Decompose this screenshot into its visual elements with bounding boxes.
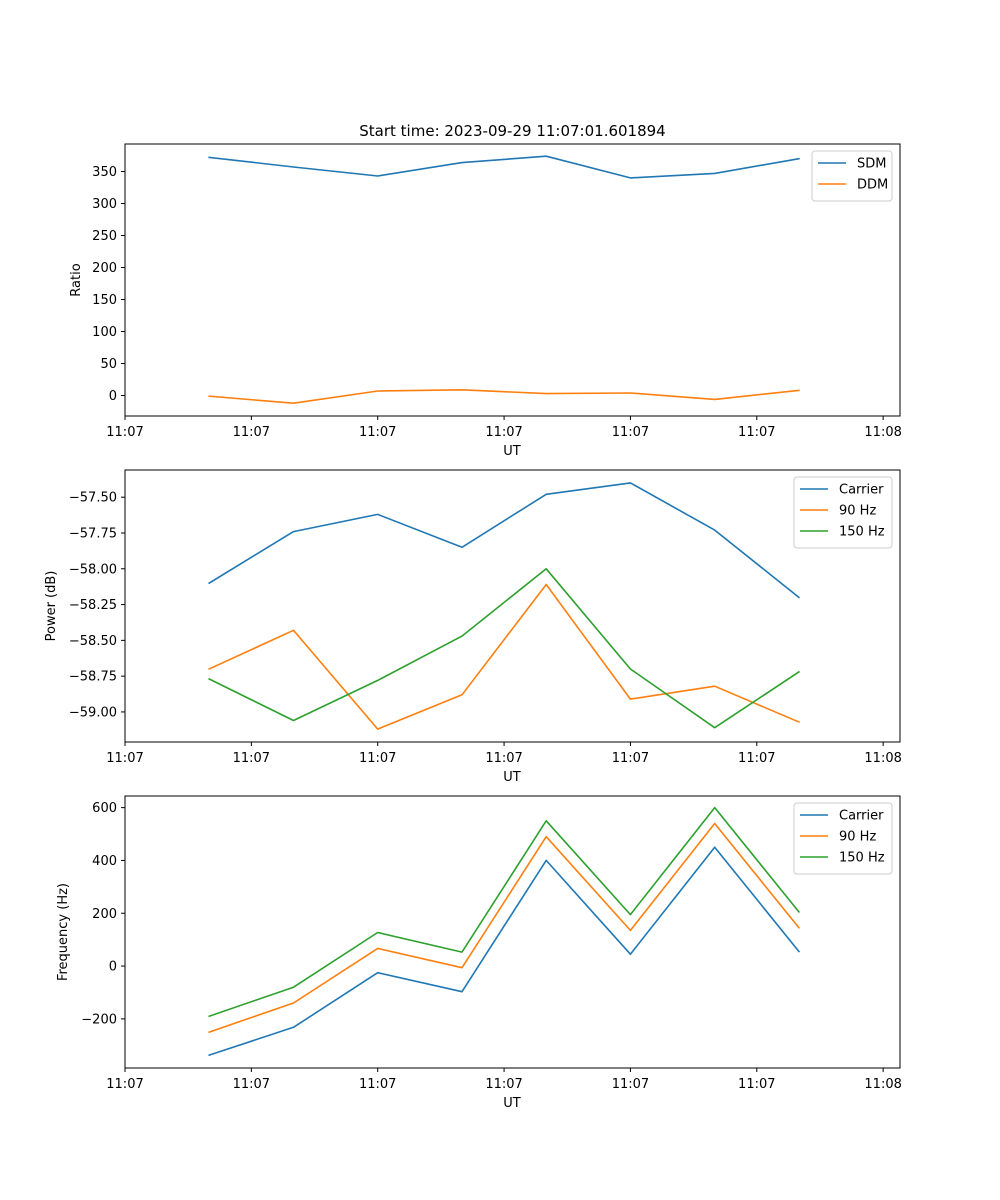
legend-label: Carrier bbox=[839, 483, 884, 498]
axes-frame bbox=[124, 469, 901, 743]
plot-3: 11:07 11:07 11:07 11:07 11:07 11:07 11:08 UT −20… bbox=[56, 795, 902, 1111]
x-tick-label: 11:07 bbox=[485, 751, 522, 766]
y-tick-label: 350 bbox=[92, 165, 117, 180]
y-tick-label: 0 bbox=[109, 960, 117, 975]
series-line-90-hz bbox=[208, 583, 800, 730]
legend-label: Carrier bbox=[839, 809, 884, 824]
x-tick-label: 11:07 bbox=[359, 751, 396, 766]
x-tick-label: 11:07 bbox=[106, 1077, 143, 1092]
y-tick-label: −58.75 bbox=[69, 670, 117, 685]
series-line-carrier bbox=[208, 482, 801, 599]
legend: Carrier 90 Hz 150 Hz bbox=[793, 802, 893, 875]
y-tick-label: 200 bbox=[92, 907, 117, 922]
legend-label: 90 Hz bbox=[839, 504, 876, 519]
legend-label: DDM bbox=[857, 178, 888, 193]
y-tick-label: 300 bbox=[92, 197, 117, 212]
x-tick-label: 11:07 bbox=[359, 425, 396, 440]
y-tick-label: 150 bbox=[92, 293, 117, 308]
plot-1: 11:07 11:07 11:07 11:07 11:07 11:07 11:08 UT 0 50… bbox=[69, 143, 902, 459]
x-tick-label: 11:08 bbox=[864, 751, 901, 766]
y-axis-label: Power (dB) bbox=[44, 571, 59, 642]
series-line-sdm bbox=[208, 155, 800, 179]
series-line-90-hz bbox=[208, 822, 801, 1034]
y-tick-label: −58.50 bbox=[69, 634, 117, 649]
legend-label: 150 Hz bbox=[839, 525, 885, 540]
x-tick-label: 11:08 bbox=[864, 1077, 901, 1092]
x-tick-label: 11:07 bbox=[612, 425, 649, 440]
x-tick-label: 11:07 bbox=[738, 425, 775, 440]
legend-label: 150 Hz bbox=[839, 851, 885, 866]
y-tick-label: 100 bbox=[92, 325, 117, 340]
y-tick-label: 400 bbox=[92, 854, 117, 869]
axes-frame bbox=[124, 143, 901, 417]
series-line-150-hz bbox=[208, 806, 801, 1018]
axes-frame bbox=[124, 795, 901, 1069]
x-tick-label: 11:07 bbox=[485, 1077, 522, 1092]
y-tick-label: 0 bbox=[109, 389, 117, 404]
y-tick-label: 200 bbox=[92, 261, 117, 276]
x-axis-label: UT bbox=[503, 1096, 521, 1111]
legend: Carrier 90 Hz 150 Hz bbox=[793, 476, 893, 549]
x-tick-label: 11:07 bbox=[485, 425, 522, 440]
y-tick-label: −58.00 bbox=[69, 562, 117, 577]
x-tick-label: 11:07 bbox=[233, 425, 270, 440]
y-tick-label: −200 bbox=[81, 1012, 117, 1027]
x-tick-label: 11:07 bbox=[738, 751, 775, 766]
y-tick-label: 50 bbox=[100, 357, 117, 372]
series-line-150-hz bbox=[208, 567, 801, 729]
y-tick-label: −57.75 bbox=[69, 526, 117, 541]
series-line-carrier bbox=[208, 846, 801, 1057]
y-tick-label: −57.50 bbox=[69, 491, 117, 506]
y-tick-label: 250 bbox=[92, 229, 117, 244]
y-tick-label: 600 bbox=[92, 801, 117, 816]
legend: SDM DDM bbox=[811, 150, 893, 202]
x-tick-label: 11:08 bbox=[864, 425, 901, 440]
y-tick-label: −58.25 bbox=[69, 598, 117, 613]
x-tick-label: 11:07 bbox=[738, 1077, 775, 1092]
x-tick-label: 11:07 bbox=[612, 751, 649, 766]
plot-2: 11:07 11:07 11:07 11:07 11:07 11:07 11:08 UT −59… bbox=[44, 469, 902, 785]
y-tick-label: −59.00 bbox=[69, 705, 117, 720]
x-tick-label: 11:07 bbox=[106, 751, 143, 766]
x-tick-label: 11:07 bbox=[233, 1077, 270, 1092]
legend-label: SDM bbox=[857, 157, 886, 172]
x-tick-label: 11:07 bbox=[233, 751, 270, 766]
figure-title: Start time: 2023-09-29 11:07:01.601894 bbox=[359, 122, 665, 140]
x-tick-label: 11:07 bbox=[359, 1077, 396, 1092]
legend-label: 90 Hz bbox=[839, 830, 876, 845]
x-axis-label: UT bbox=[503, 770, 521, 785]
x-tick-label: 11:07 bbox=[612, 1077, 649, 1092]
x-axis-label: UT bbox=[503, 444, 521, 459]
y-axis-label: Frequency (Hz) bbox=[56, 883, 71, 981]
x-tick-label: 11:07 bbox=[106, 425, 143, 440]
series-line-ddm bbox=[208, 388, 800, 405]
y-axis-label: Ratio bbox=[69, 263, 84, 296]
